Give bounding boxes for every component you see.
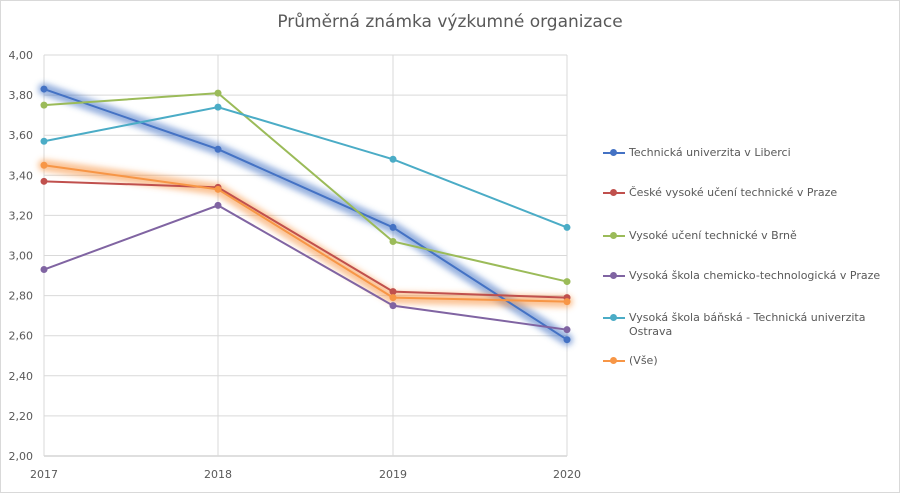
legend-marker-icon: [603, 146, 625, 160]
data-point: [563, 278, 571, 286]
data-point: [389, 302, 397, 310]
data-point: [214, 145, 222, 153]
legend-item[interactable]: (Vše): [603, 354, 899, 368]
y-tick-label: 3,60: [9, 129, 34, 142]
data-point: [214, 201, 222, 209]
legend-marker-icon: [603, 229, 625, 243]
data-point: [40, 266, 48, 274]
y-tick-label: 2,40: [9, 370, 34, 383]
y-tick-label: 3,20: [9, 209, 34, 222]
legend-marker-icon: [603, 186, 625, 200]
data-point: [563, 223, 571, 231]
series-line: [43, 180, 568, 299]
legend-label: České vysoké učení technické v Praze: [629, 186, 838, 199]
x-tick-label: 2020: [553, 468, 581, 481]
data-point: [40, 85, 48, 93]
legend-marker-icon: [603, 269, 625, 283]
data-point: [389, 294, 397, 302]
data-point: [389, 288, 397, 296]
data-point: [40, 161, 48, 169]
data-point: [389, 237, 397, 245]
chart-title: Průměrná známka výzkumné organizace: [277, 12, 623, 32]
legend-label: (Vše): [629, 354, 658, 367]
data-point: [389, 155, 397, 163]
y-tick-label: 2,80: [9, 290, 34, 303]
legend-item[interactable]: Vysoké učení technické v Brně: [603, 229, 899, 243]
legend-item[interactable]: Technická univerzita v Liberci: [603, 146, 899, 160]
x-tick-label: 2018: [204, 468, 232, 481]
legend-marker-icon: [603, 311, 625, 325]
series-line: [43, 204, 568, 331]
legend-item[interactable]: Vysoká škola báňská - Technická univerzi…: [603, 311, 899, 339]
series-line: [43, 92, 568, 283]
data-point: [40, 101, 48, 109]
data-point: [389, 223, 397, 231]
data-point: [40, 177, 48, 185]
y-tick-label: 2,60: [9, 330, 34, 343]
series-line: [43, 106, 568, 229]
data-point: [563, 298, 571, 306]
legend-marker-icon: [603, 354, 625, 368]
data-point: [214, 185, 222, 193]
legend-label: Vysoká škola báňská - Technická univerzi…: [629, 311, 866, 338]
y-tick-label: 2,20: [9, 410, 34, 423]
y-tick-label: 3,80: [9, 89, 34, 102]
y-tick-label: 2,00: [9, 450, 34, 463]
legend-label: Technická univerzita v Liberci: [629, 146, 791, 159]
y-tick-label: 3,00: [9, 250, 34, 263]
data-point: [563, 336, 571, 344]
legend-label: Vysoká škola chemicko-technologická v Pr…: [629, 269, 881, 282]
data-point: [563, 326, 571, 334]
y-tick-label: 3,40: [9, 169, 34, 182]
data-point: [40, 137, 48, 145]
data-point: [214, 103, 222, 111]
legend-label: Vysoké učení technické v Brně: [629, 229, 797, 242]
series-line: [43, 164, 568, 303]
x-tick-label: 2017: [30, 468, 58, 481]
y-tick-label: 4,00: [9, 49, 34, 62]
x-tick-label: 2019: [379, 468, 407, 481]
series-line: [43, 88, 568, 341]
data-point: [214, 89, 222, 97]
legend-item[interactable]: Vysoká škola chemicko-technologická v Pr…: [603, 269, 899, 283]
legend-item[interactable]: České vysoké učení technické v Praze: [603, 186, 899, 200]
